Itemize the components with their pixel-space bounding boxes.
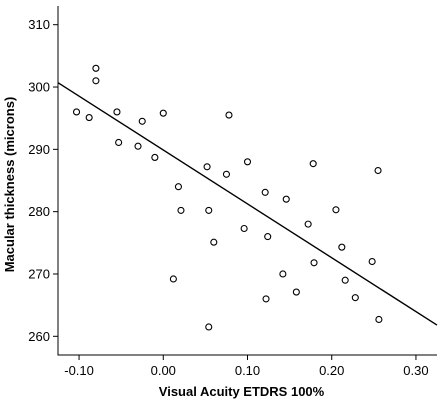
data-point (210, 238, 218, 246)
data-point (279, 270, 287, 278)
data-point (351, 294, 359, 302)
data-point (115, 138, 123, 147)
x-tick-label: -0.10 (64, 363, 94, 378)
data-points (72, 64, 383, 331)
x-tick-label: 0.00 (151, 363, 176, 378)
y-tick-label: 310 (28, 17, 50, 32)
data-point (374, 166, 382, 175)
data-point (203, 163, 211, 171)
data-point (169, 275, 177, 283)
data-point (177, 206, 185, 214)
y-axis-ticks: 260 270 280 290 300 310 (28, 17, 58, 344)
data-point (261, 188, 269, 196)
y-tick-label: 270 (28, 266, 50, 281)
x-tick-label: 0.10 (235, 363, 260, 378)
y-axis-title: Macular thickness (microns) (2, 97, 17, 273)
data-point (282, 195, 290, 203)
regression-line (57, 82, 438, 326)
data-point (85, 114, 93, 122)
data-point (310, 259, 318, 267)
data-point (341, 276, 349, 284)
data-point (205, 323, 213, 331)
axis-frame (57, 6, 437, 356)
data-point (368, 257, 376, 266)
data-point (134, 142, 142, 150)
data-point (309, 160, 317, 168)
data-point (243, 158, 252, 166)
data-point (72, 108, 81, 116)
x-tick-label: 0.20 (319, 363, 344, 378)
data-point (205, 206, 213, 214)
data-point (222, 170, 230, 178)
data-point (338, 243, 346, 251)
data-point (92, 77, 100, 85)
data-point (174, 183, 182, 191)
data-point (304, 220, 312, 228)
data-point (375, 315, 383, 324)
x-tick-label: 0.30 (403, 363, 428, 378)
data-point (240, 224, 248, 233)
data-point (262, 295, 270, 303)
y-tick-label: 290 (28, 142, 50, 157)
data-point (332, 206, 340, 214)
data-point (225, 111, 233, 119)
y-tick-label: 300 (28, 80, 50, 95)
data-point (151, 153, 159, 161)
data-point (264, 233, 272, 241)
data-point (92, 64, 100, 72)
data-point (292, 288, 300, 296)
x-axis-title: Visual Acuity ETDRS 100% (159, 384, 325, 399)
data-point (113, 108, 121, 116)
x-axis-ticks: -0.10 0.00 0.10 0.20 0.30 (64, 355, 429, 378)
y-tick-label: 260 (28, 329, 50, 344)
data-point (138, 117, 146, 125)
y-tick-label: 280 (28, 204, 50, 219)
data-point (159, 109, 167, 117)
